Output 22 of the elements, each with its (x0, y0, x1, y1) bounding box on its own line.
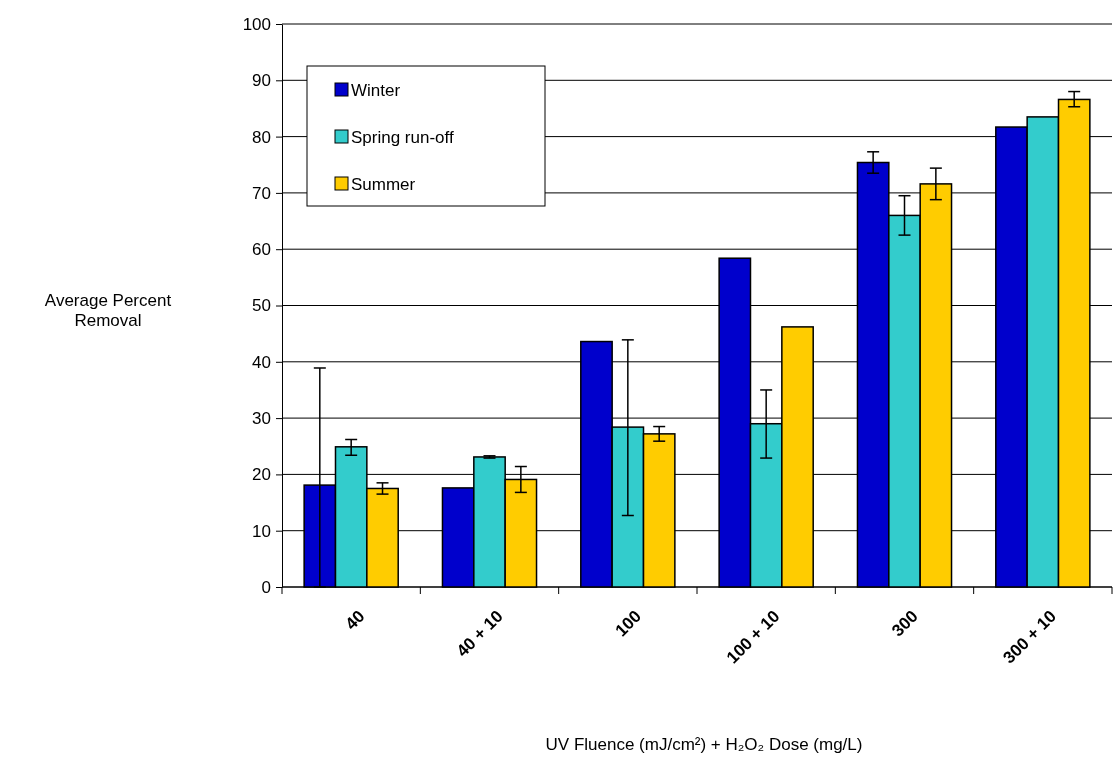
y-axis-title: Average Percent Removal (44, 291, 172, 331)
x-axis-title: UV Fluence (mJ/cm²) + H₂O₂ Dose (mg/L) (545, 735, 863, 754)
legend-label: Spring run-off (351, 127, 454, 147)
y-tick-label: 30 (252, 409, 271, 429)
x-tick-label: 40 (341, 606, 369, 634)
x-tick-label: 300 + 10 (999, 606, 1061, 668)
legend-label: Winter (351, 80, 401, 100)
y-tick-label: 60 (252, 240, 271, 260)
x-tick-label: 100 + 10 (722, 606, 784, 668)
x-tick-label: 100 (611, 606, 646, 641)
y-tick-label: 100 (242, 14, 271, 34)
legend-label: Summer (351, 174, 416, 194)
y-tick-label: 10 (252, 521, 271, 541)
y-tick-label: 70 (252, 183, 271, 203)
y-tick-label: 40 (252, 352, 271, 372)
y-tick-label: 50 (252, 296, 271, 316)
y-tick-label: 0 (261, 577, 271, 597)
x-tick-label: 40 + 10 (452, 606, 507, 661)
x-tick-label: 300 (888, 606, 922, 641)
y-tick-label: 90 (252, 71, 271, 91)
y-tick-label: 20 (252, 465, 271, 485)
y-tick-label: 80 (252, 127, 271, 147)
